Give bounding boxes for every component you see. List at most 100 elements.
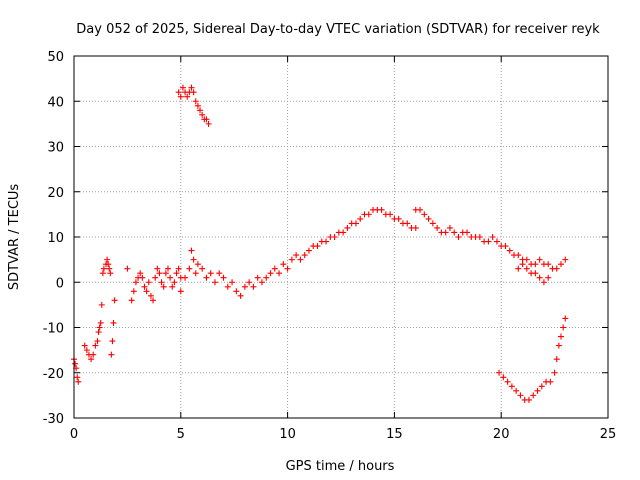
data-point [395,215,402,222]
data-point [207,270,214,277]
series-arc-high [175,84,212,127]
data-point [489,234,496,240]
y-tick-label: 30 [47,141,64,156]
data-point [100,265,107,272]
data-point [97,319,104,326]
data-point [110,319,117,326]
data-point [203,116,210,123]
data-point [429,220,436,227]
data-point [111,297,118,304]
data-point [417,206,424,213]
series-arc-early [71,338,101,385]
data-point [540,279,547,286]
data-point [109,338,116,345]
data-point [81,342,88,349]
data-point [508,383,515,390]
data-point [493,238,500,245]
data-point [233,288,240,295]
data-point [530,392,537,399]
x-tick-label: 10 [279,427,296,442]
data-point [446,224,453,231]
data-point [562,315,569,322]
data-point [515,265,522,272]
data-point [147,292,154,299]
data-point [95,329,102,336]
data-point [258,279,265,286]
series-arc-late [496,315,569,403]
data-point [179,84,186,91]
data-point [150,297,157,304]
data-point [451,229,458,236]
data-point [560,324,567,331]
data-point [105,261,112,268]
x-tick-label: 15 [386,427,403,442]
data-point [547,378,554,385]
y-tick-label: -20 [43,367,64,382]
data-point [197,107,204,114]
x-tick-label: 20 [493,427,510,442]
data-point [158,279,165,286]
data-point [74,374,81,381]
data-point [199,111,206,118]
data-point [536,256,543,263]
data-point [288,256,295,263]
data-point [365,211,372,218]
data-point [139,274,146,281]
chart-title: Day 052 of 2025, Sidereal Day-to-day VTE… [76,22,600,37]
data-point [545,274,552,281]
data-point [523,265,530,272]
data-point [99,270,106,277]
data-point [387,211,394,218]
data-point [442,229,449,236]
data-point [192,270,199,277]
data-point [323,238,330,245]
data-point [104,256,111,263]
x-tick-label: 0 [70,427,78,442]
data-point [305,247,312,254]
y-tick-label: 20 [47,186,64,201]
data-point [504,378,511,385]
data-point [152,274,159,281]
data-point [506,247,513,254]
data-point [241,283,248,290]
data-point [190,256,197,263]
data-point [229,279,236,286]
data-point [203,274,210,281]
data-point [83,347,90,354]
data-point [562,256,569,263]
data-point [425,215,432,222]
y-axis-label: SDTVAR / TECUs [7,184,22,291]
data-point [301,252,308,259]
data-point [555,342,562,349]
data-point [434,224,441,231]
data-point [171,279,178,286]
data-point [314,243,321,250]
data-marks [71,84,569,403]
data-point [177,93,184,100]
data-point [515,252,522,259]
series-arc-midday [177,206,419,299]
data-point [211,279,218,286]
data-point [496,369,503,376]
data-point [184,93,191,100]
data-point [94,338,101,345]
data-point [107,270,114,277]
data-point [75,378,82,385]
data-point [485,238,492,245]
data-point [177,288,184,295]
data-point [357,215,364,222]
data-point [500,374,507,381]
data-point [145,279,152,286]
data-point [169,283,176,290]
grid [74,56,608,418]
data-point [331,234,338,240]
data-point [476,234,483,240]
data-point [455,234,462,240]
data-point [156,270,163,277]
data-point [237,292,244,299]
data-point [340,229,347,236]
data-point [344,224,351,231]
data-point [205,120,212,127]
